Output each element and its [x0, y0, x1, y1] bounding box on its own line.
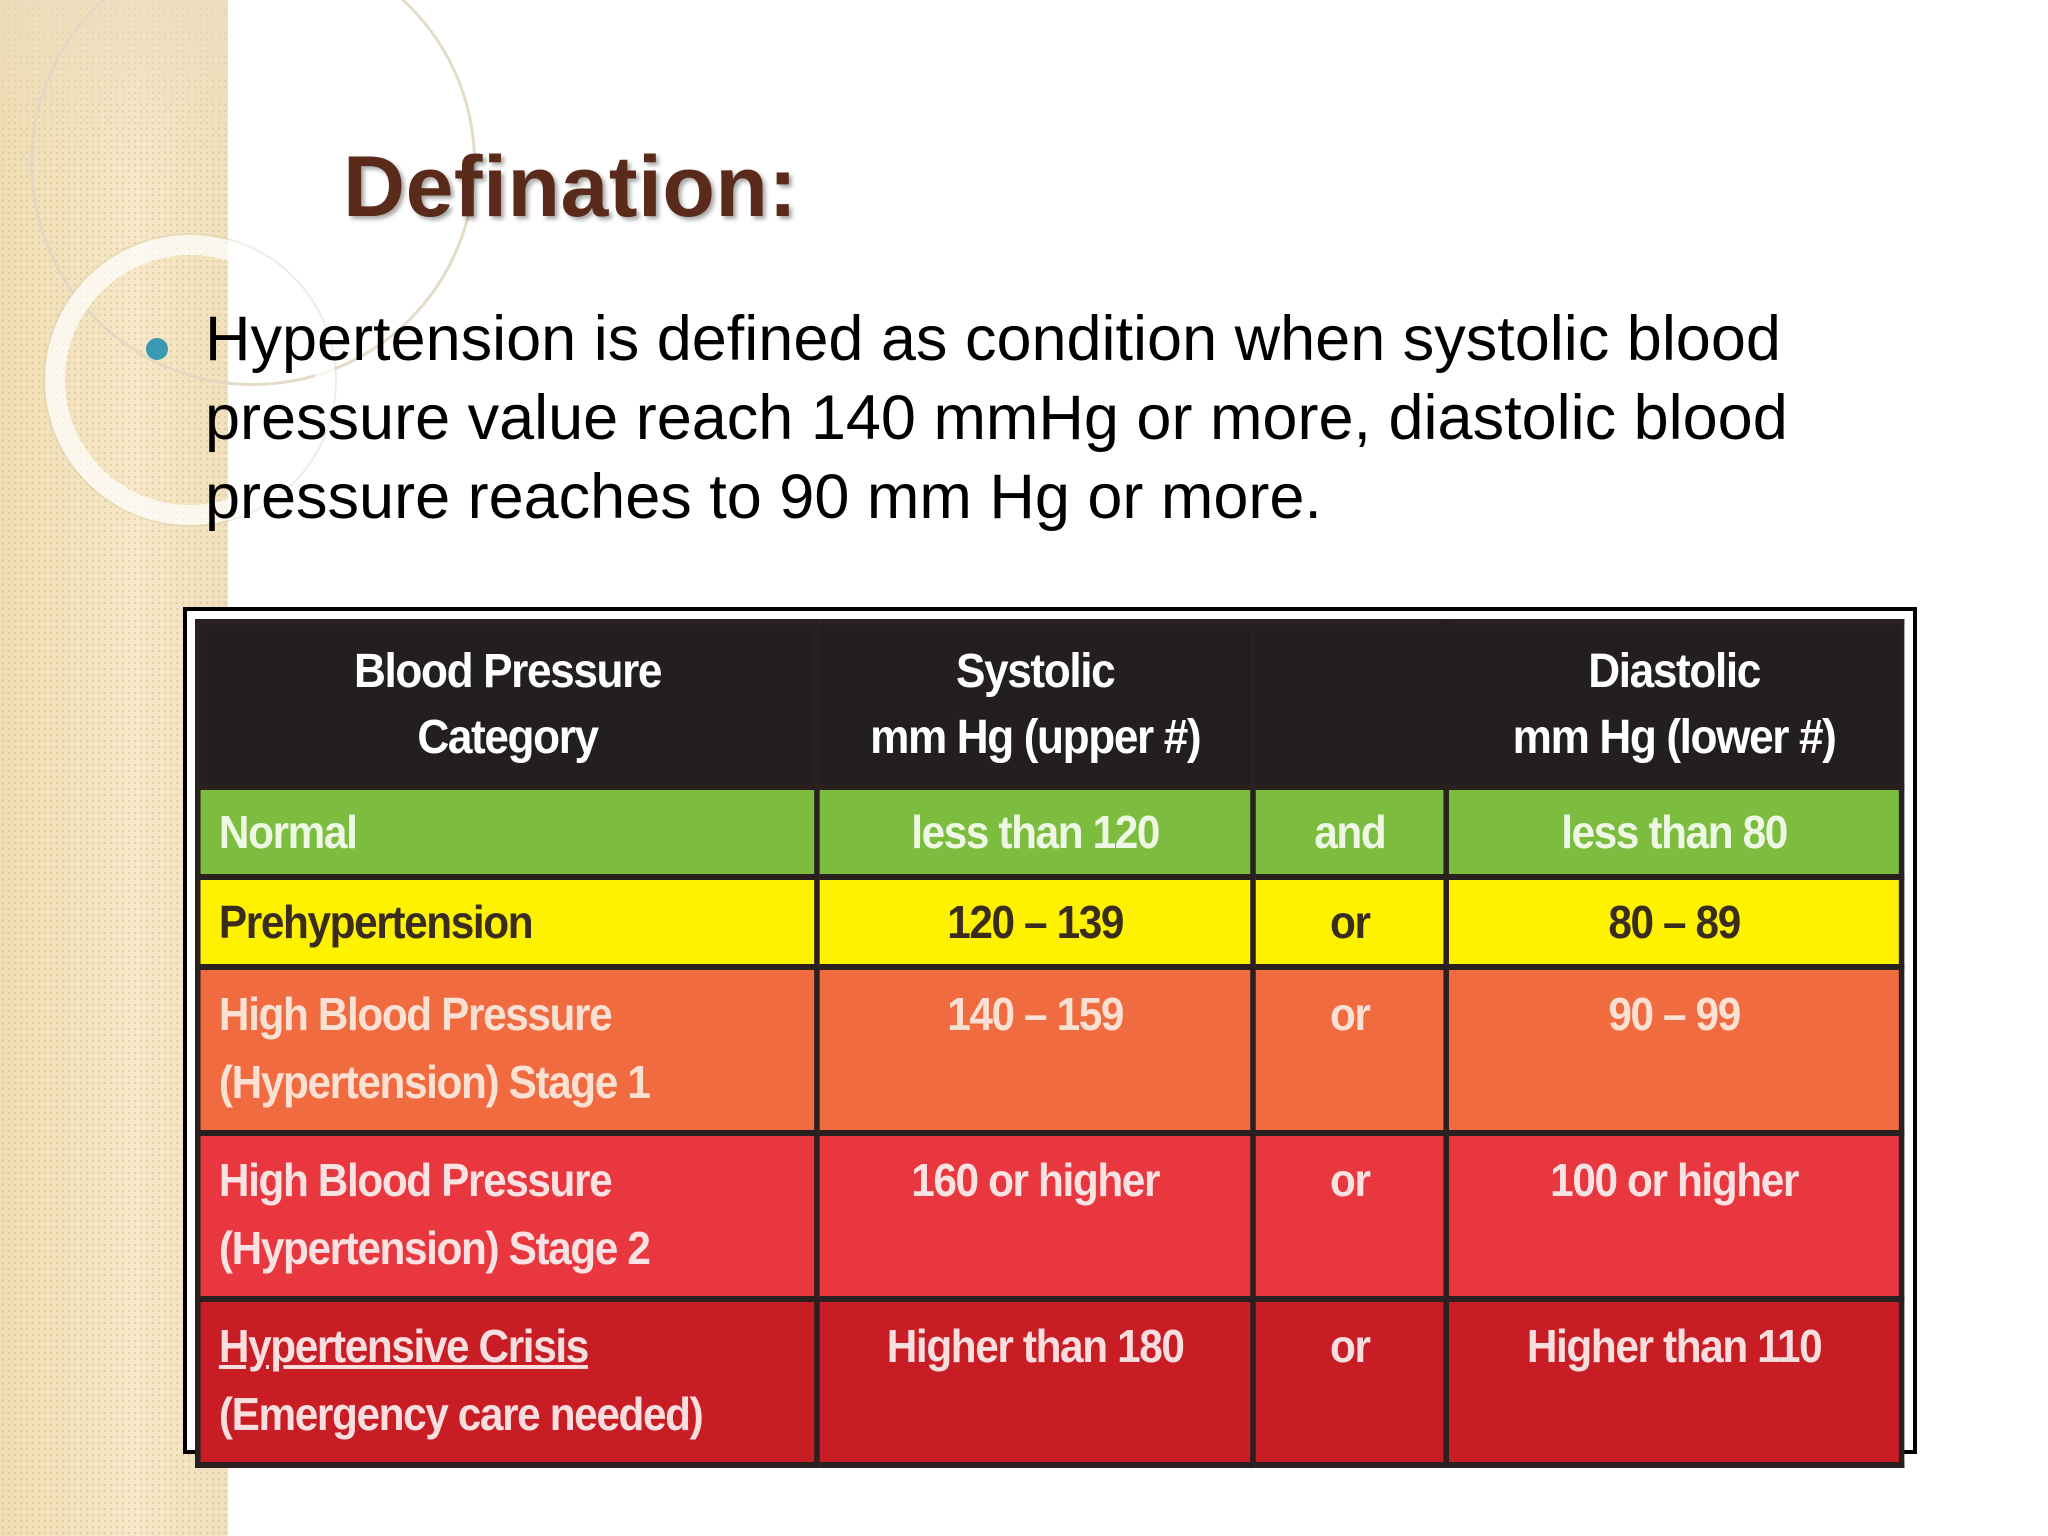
cell-operator: or	[1250, 1130, 1450, 1302]
cell-diastolic: Higher than 110	[1443, 1296, 1905, 1468]
table-row-normal: Normal less than 120 and less than 80	[194, 784, 1905, 880]
cell-category: High Blood Pressure (Hypertension) Stage…	[194, 964, 821, 1136]
cell-category-line2: (Hypertension) Stage 1	[218, 1056, 651, 1108]
bullet-text: Hypertension is defined as condition whe…	[205, 304, 1788, 532]
cell-systolic: 120 – 139	[814, 874, 1256, 970]
cell-category-line1: Hypertensive Crisis	[218, 1320, 589, 1372]
cell-systolic: 160 or higher	[814, 1130, 1256, 1302]
header-diastolic-line1: Diastolic	[1588, 644, 1761, 698]
cell-category: Hypertensive Crisis (Emergency care need…	[194, 1296, 821, 1468]
header-systolic: Systolic mm Hg (upper #)	[814, 619, 1256, 790]
cell-diastolic: 80 – 89	[1443, 874, 1905, 970]
bullet-dot-icon	[146, 338, 168, 360]
table-row-prehypertension: Prehypertension 120 – 139 or 80 – 89	[194, 874, 1905, 970]
cell-category-line1: High Blood Pressure	[218, 1154, 613, 1206]
header-category-line1: Blood Pressure	[354, 644, 662, 698]
cell-category-line2: (Emergency care needed)	[218, 1388, 704, 1440]
blood-pressure-table-frame: Blood Pressure Category Systolic mm Hg (…	[183, 607, 1917, 1468]
header-category-line2: Category	[417, 710, 599, 764]
cell-category-line2: (Hypertension) Stage 2	[218, 1222, 651, 1274]
cell-operator: or	[1250, 1296, 1450, 1468]
slide-title: Defination:	[343, 139, 798, 235]
header-systolic-line1: Systolic	[955, 644, 1116, 698]
header-category: Blood Pressure Category	[194, 619, 821, 790]
header-systolic-line2: mm Hg (upper #)	[870, 710, 1202, 764]
cell-operator: or	[1250, 874, 1450, 970]
table-header-row: Blood Pressure Category Systolic mm Hg (…	[194, 619, 1905, 790]
cell-category-line1: High Blood Pressure	[218, 988, 613, 1040]
cell-diastolic: 90 – 99	[1443, 964, 1905, 1136]
cell-category: Normal	[194, 784, 821, 880]
table-row-stage2: High Blood Pressure (Hypertension) Stage…	[194, 1130, 1905, 1302]
header-diastolic-line2: mm Hg (lower #)	[1512, 710, 1837, 764]
header-diastolic: Diastolic mm Hg (lower #)	[1443, 619, 1905, 790]
table-row-stage1: High Blood Pressure (Hypertension) Stage…	[194, 964, 1905, 1136]
cell-diastolic: 100 or higher	[1443, 1130, 1905, 1302]
cell-systolic: Higher than 180	[814, 1296, 1256, 1468]
table-row-crisis: Hypertensive Crisis (Emergency care need…	[194, 1296, 1905, 1468]
corner-shade	[0, 0, 228, 185]
cell-diastolic: less than 80	[1443, 784, 1905, 880]
cell-systolic: 140 – 159	[814, 964, 1256, 1136]
cell-operator: and	[1250, 784, 1450, 880]
cell-operator: or	[1250, 964, 1450, 1136]
header-operator	[1250, 619, 1450, 790]
cell-systolic: less than 120	[814, 784, 1256, 880]
cell-category: High Blood Pressure (Hypertension) Stage…	[194, 1130, 821, 1302]
blood-pressure-table: Blood Pressure Category Systolic mm Hg (…	[194, 619, 1905, 1468]
cell-category: Prehypertension	[194, 874, 821, 970]
